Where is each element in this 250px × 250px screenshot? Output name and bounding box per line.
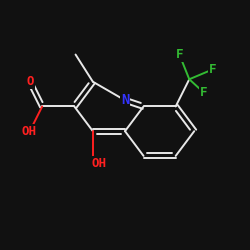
Text: OH: OH bbox=[21, 125, 36, 138]
Text: F: F bbox=[209, 63, 216, 76]
Text: OH: OH bbox=[92, 157, 106, 170]
Text: F: F bbox=[176, 48, 183, 61]
Text: N: N bbox=[121, 93, 129, 107]
Text: O: O bbox=[26, 75, 34, 88]
Text: F: F bbox=[200, 86, 208, 99]
